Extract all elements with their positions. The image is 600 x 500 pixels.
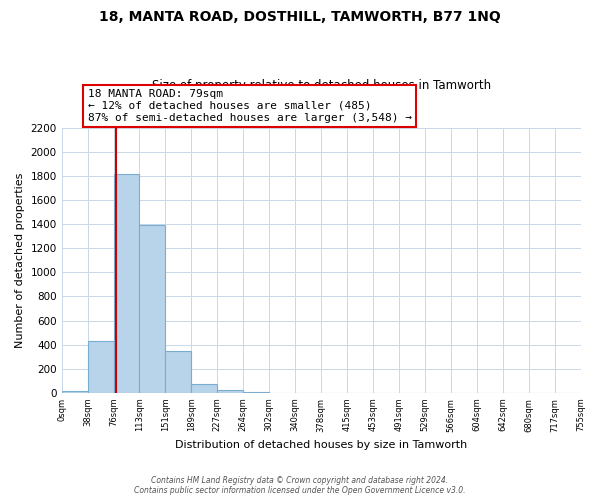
Bar	[166, 350, 191, 393]
Text: Contains HM Land Registry data © Crown copyright and database right 2024.
Contai: Contains HM Land Registry data © Crown c…	[134, 476, 466, 495]
Bar	[217, 390, 243, 393]
Bar	[191, 384, 217, 393]
Bar	[139, 226, 166, 393]
Text: 18 MANTA ROAD: 79sqm
← 12% of detached houses are smaller (485)
87% of semi-deta: 18 MANTA ROAD: 79sqm ← 12% of detached h…	[88, 90, 412, 122]
Bar	[113, 174, 139, 393]
X-axis label: Distribution of detached houses by size in Tamworth: Distribution of detached houses by size …	[175, 440, 467, 450]
Bar	[62, 391, 88, 393]
Bar	[88, 341, 113, 393]
Bar	[243, 392, 269, 393]
Text: 18, MANTA ROAD, DOSTHILL, TAMWORTH, B77 1NQ: 18, MANTA ROAD, DOSTHILL, TAMWORTH, B77 …	[99, 10, 501, 24]
Y-axis label: Number of detached properties: Number of detached properties	[15, 172, 25, 348]
Title: Size of property relative to detached houses in Tamworth: Size of property relative to detached ho…	[152, 79, 491, 92]
